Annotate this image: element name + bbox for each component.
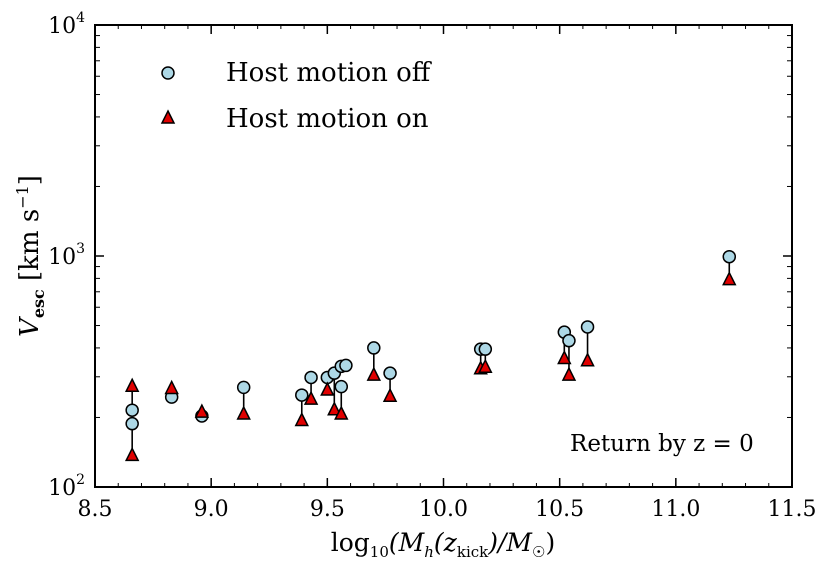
legend: Host motion off Host motion on — [160, 58, 433, 134]
point-host-motion-on — [580, 352, 595, 367]
point-host-motion-off — [125, 416, 139, 431]
point-host-motion-on — [557, 349, 572, 365]
point-host-motion-on — [236, 405, 251, 420]
point-host-motion-off — [367, 341, 381, 355]
axis-ticks: 8.5 9.0 9.5 10.0 10.5 11.0 11.5 102 103 104 — [48, 10, 816, 522]
legend-marker-on — [160, 109, 176, 124]
point-host-motion-on — [194, 403, 210, 418]
plot-frame — [94, 24, 793, 488]
point-host-motion-off — [334, 379, 349, 394]
point-host-motion-off — [478, 342, 493, 356]
point-host-motion-on — [366, 366, 382, 381]
point-host-motion-on — [478, 358, 493, 373]
point-host-motion-off — [562, 333, 576, 348]
point-host-motion-off — [295, 388, 309, 402]
point-host-motion-off — [383, 366, 397, 380]
y-axis-label: Vesc [km s−1] — [13, 175, 48, 337]
point-host-motion-off — [580, 320, 595, 334]
point-host-motion-off — [722, 249, 737, 264]
y-tick-label: 103 — [48, 241, 85, 270]
x-tick-label: 8.5 — [78, 497, 113, 522]
point-host-motion-on — [561, 366, 577, 381]
point-host-motion-on — [327, 401, 342, 416]
point-host-motion-on — [334, 405, 349, 420]
point-host-motion-off — [125, 403, 139, 417]
x-axis-label: log10(Mh(zkick)/M☉) — [331, 528, 556, 561]
legend-label-off: Host motion off — [226, 58, 433, 88]
point-host-motion-on — [294, 411, 309, 427]
x-tick-label: 9.0 — [194, 497, 229, 522]
x-tick-label: 10.0 — [419, 497, 468, 522]
connector-lines — [131, 256, 731, 456]
point-host-motion-on — [320, 381, 335, 396]
point-host-motion-on — [382, 387, 398, 403]
point-host-motion-off — [236, 380, 251, 395]
point-host-motion-on — [124, 377, 140, 392]
series-host-motion-off — [125, 249, 737, 431]
x-tick-label: 9.5 — [310, 497, 345, 522]
point-host-motion-on — [722, 270, 737, 286]
point-host-motion-on — [124, 446, 140, 462]
y-tick-label: 104 — [48, 10, 85, 39]
point-host-motion-off — [339, 358, 353, 373]
annotation: Return by z = 0 — [570, 431, 754, 457]
x-tick-label: 11.0 — [651, 497, 700, 522]
point-host-motion-off — [304, 370, 318, 385]
y-tick-label: 102 — [48, 472, 85, 501]
series-host-motion-on — [124, 270, 737, 462]
x-tick-label: 10.5 — [535, 497, 584, 522]
legend-label-on: Host motion on — [226, 104, 429, 134]
point-host-motion-on — [164, 379, 179, 395]
point-host-motion-on — [303, 390, 319, 405]
legend-marker-off — [161, 66, 175, 80]
x-tick-label: 11.5 — [768, 497, 817, 522]
